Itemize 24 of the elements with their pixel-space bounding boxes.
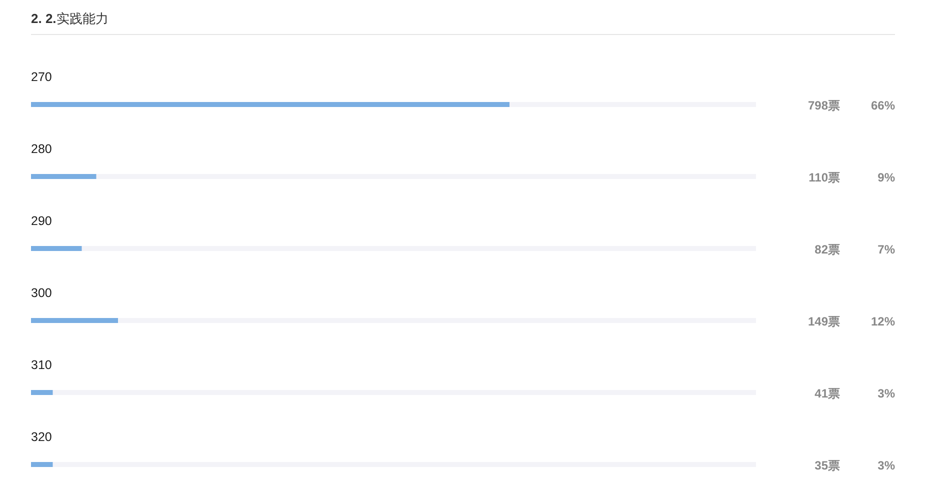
bar <box>31 462 53 467</box>
text: 41票 <box>814 386 840 400</box>
text: 35票 <box>814 458 840 472</box>
data-label: 12% <box>870 314 896 328</box>
data-label: 3% <box>878 458 896 472</box>
y-tick-label: 310 <box>31 358 52 372</box>
data-label: 66% <box>870 98 896 112</box>
bar <box>31 318 118 323</box>
y-tick-label: 270 <box>31 70 52 84</box>
y-tick-label: 320 <box>31 430 52 444</box>
y-tick-label: 290 <box>31 214 52 228</box>
text: 149票 <box>808 314 840 328</box>
chart-title: 2. 2.实践能力 <box>31 11 108 26</box>
data-label: 7% <box>878 242 896 256</box>
bar <box>31 174 96 179</box>
bar <box>31 390 53 395</box>
text: 82票 <box>814 242 840 256</box>
text: 798票 <box>808 98 840 112</box>
data-label: 9% <box>878 170 896 184</box>
text: 110票 <box>808 170 840 184</box>
y-tick-label: 300 <box>31 286 52 300</box>
data-label: 3% <box>878 386 896 400</box>
bar <box>31 246 82 251</box>
y-tick-label: 280 <box>31 142 52 156</box>
